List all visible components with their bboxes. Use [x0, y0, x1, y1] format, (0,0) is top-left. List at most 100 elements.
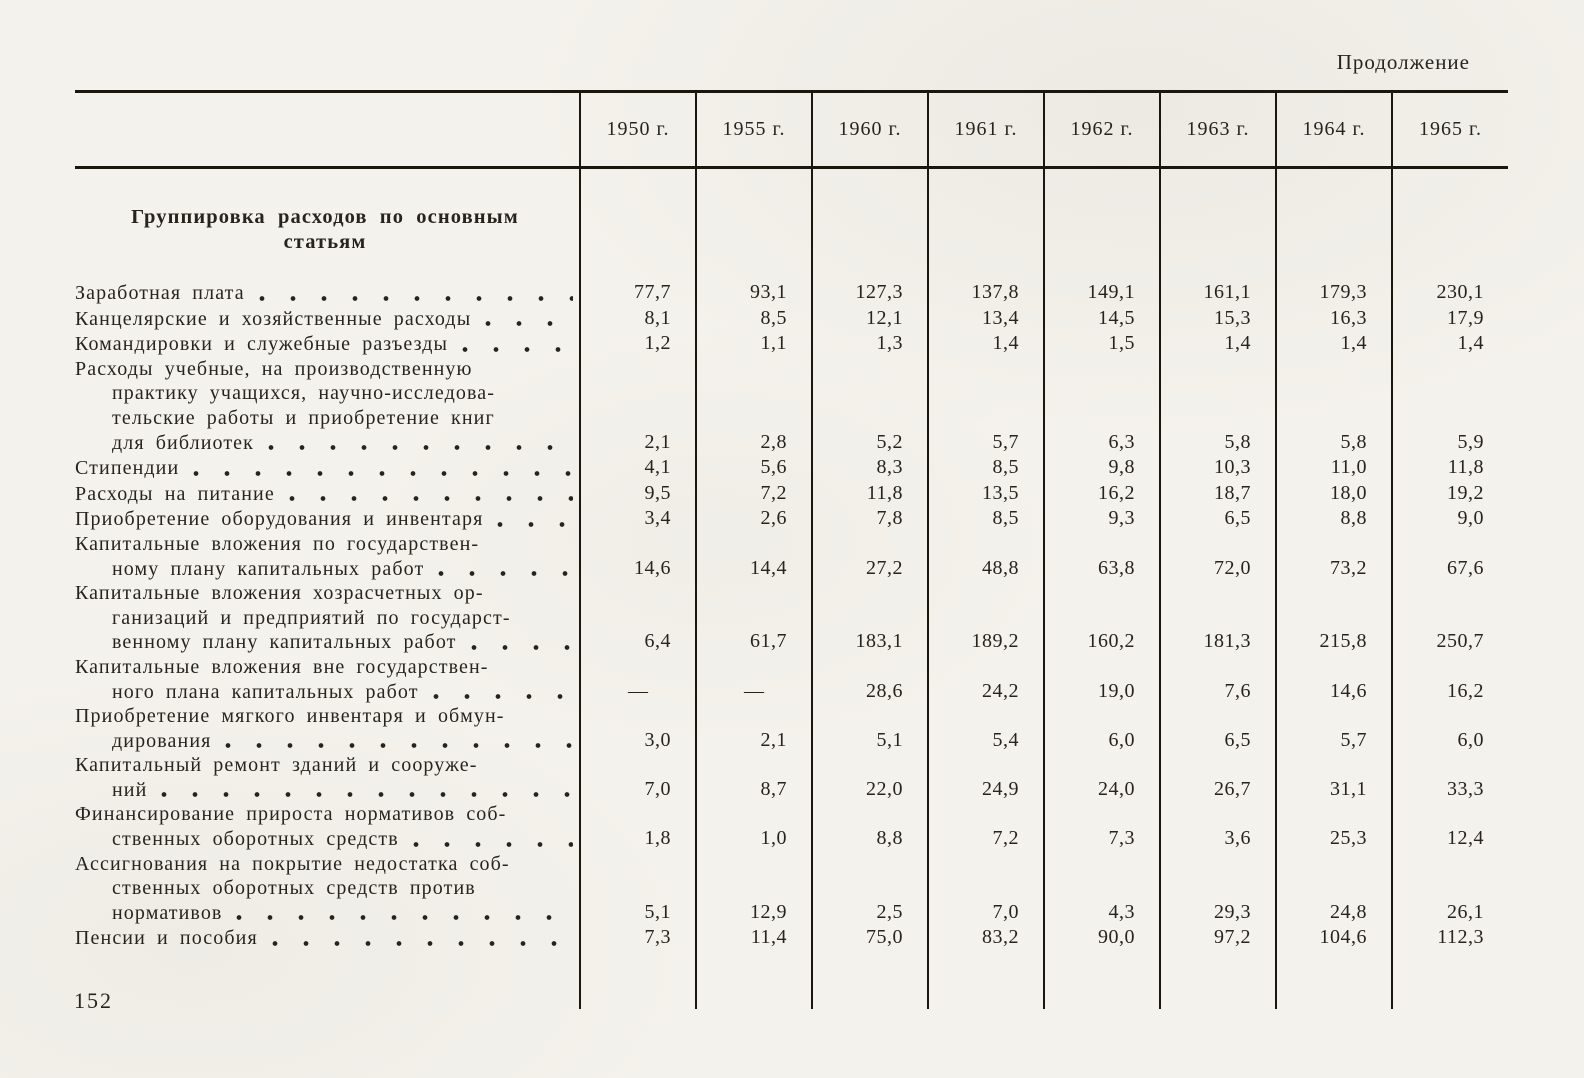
value-cell: 1,4 [1275, 331, 1392, 357]
value-cell: 9,5 [579, 480, 696, 507]
value-cell: 2,6 [695, 506, 812, 532]
empty-grid-cell [1043, 167, 1160, 280]
dot-leader [236, 913, 573, 923]
table-header-row: 1950 г. 1955 г. 1960 г. 1961 г. 1962 г. 1963 … [75, 91, 1508, 168]
table-body: Группировка расходов по основным статьям… [75, 167, 1508, 1010]
label-column-header [75, 92, 580, 168]
value-cell: 11,4 [695, 925, 812, 952]
empty-grid-cell [1391, 951, 1508, 1010]
value-cell: 8,7 [695, 753, 812, 803]
value-cell: 72,0 [1159, 531, 1276, 582]
value-cell: 16,2 [1391, 654, 1508, 705]
row-label-cell: Приобретение оборудования и инвентаря [75, 506, 580, 532]
row-label-cell: Приобретение мягкого инвентаря и обмун-д… [75, 704, 580, 753]
value-cell: 5,1 [579, 851, 696, 926]
row-label-line: Канцелярские и хозяйственные расходы [75, 307, 575, 332]
row-label-text: Стипендии [75, 457, 180, 480]
table-row: Командировки и служебные разъезды 1,2 1,1 1… [75, 331, 1508, 357]
value-cell: 1,8 [579, 802, 696, 852]
table-row: Капитальный ремонт зданий и сооруже-ний 7… [75, 753, 1508, 803]
row-label-line: Приобретение оборудования и инвентаря [75, 507, 575, 532]
year-column-header: 1962 г. [1043, 91, 1160, 168]
row-label-cell: Финансирование прироста нормативов соб-с… [75, 802, 580, 851]
year-column-header: 1964 г. [1275, 91, 1392, 168]
value-cell: 8,8 [811, 802, 928, 852]
row-label-cell: Капитальные вложения вне государствен-но… [75, 655, 580, 704]
section-heading: Группировка расходов по основным статьям [75, 169, 575, 280]
row-label-cell: Ассигнования на покрытие недостатка соб-… [75, 852, 580, 926]
value-cell: 5,2 [811, 356, 928, 456]
row-label-text: Командировки и служебные разъезды [75, 333, 449, 356]
value-cell: 18,0 [1275, 480, 1392, 507]
value-cell: 18,7 [1159, 480, 1276, 507]
row-label-text: Канцелярские и хозяйственные расходы [75, 307, 472, 330]
value-cell: 3,4 [579, 506, 696, 532]
row-label-line: ного плана капитальных работ [75, 680, 575, 705]
row-label-cell: Заработная плата [75, 280, 580, 306]
row-label-line: Капитальные вложения вне государствен- [75, 655, 489, 678]
dot-leader [485, 319, 573, 329]
value-cell: 160,2 [1043, 581, 1160, 655]
value-cell: 7,8 [811, 506, 928, 532]
row-label-line: ственных оборотных средств против [112, 877, 476, 900]
dot-leader [470, 642, 573, 652]
section-heading-cell: Группировка расходов по основным статьям [75, 168, 580, 281]
value-cell: 5,9 [1391, 356, 1508, 456]
value-cell: 215,8 [1275, 581, 1392, 655]
dot-leader [258, 293, 573, 303]
value-cell: 27,2 [811, 531, 928, 582]
row-label-line: Капитальные вложения по государствен- [75, 532, 480, 555]
row-label-cell: Капитальные вложения хозрасчетных ор-ган… [75, 581, 580, 655]
row-label-line: Расходы на питание [75, 482, 575, 507]
value-cell: 14,4 [695, 531, 812, 582]
value-cell: 104,6 [1275, 925, 1392, 952]
empty-grid-cell [811, 951, 928, 1010]
value-cell: 10,3 [1159, 455, 1276, 481]
value-cell: 161,1 [1159, 280, 1276, 306]
table-row: Пенсии и пособия 7,3 11,4 75,0 83,2 90,0 97,2 1… [75, 925, 1508, 952]
value-cell: 189,2 [927, 581, 1044, 655]
value-cell: 5,8 [1159, 356, 1276, 456]
value-cell: 67,6 [1391, 531, 1508, 582]
value-cell: 12,4 [1391, 802, 1508, 852]
value-cell: 9,3 [1043, 506, 1160, 532]
table-row: Капитальные вложения по государствен-ном… [75, 531, 1508, 582]
table-row: Финансирование прироста нормативов соб-с… [75, 802, 1508, 852]
row-label-line: Ассигнования на покрытие недостатка соб- [75, 852, 510, 875]
value-cell: 24,0 [1043, 753, 1160, 803]
value-cell: 26,7 [1159, 753, 1276, 803]
value-cell: 9,0 [1391, 506, 1508, 532]
row-label-line: для библиотек [75, 431, 575, 456]
row-label-text: дирования [112, 729, 212, 752]
year-column-header: 1965 г. [1391, 91, 1508, 168]
value-cell: 14,6 [579, 531, 696, 582]
value-cell: 183,1 [811, 581, 928, 655]
value-cell: 1,5 [1043, 331, 1160, 357]
value-cell: 14,5 [1043, 305, 1160, 332]
value-cell: 6,3 [1043, 356, 1160, 456]
value-cell: 2,8 [695, 356, 812, 456]
empty-grid-cell [1391, 167, 1508, 280]
value-cell: 5,7 [1275, 704, 1392, 754]
value-cell: 2,5 [811, 851, 928, 926]
value-cell: 5,1 [811, 704, 928, 754]
value-cell: 13,4 [927, 305, 1044, 332]
value-cell: 6,5 [1159, 704, 1276, 754]
row-label-line: Капитальный ремонт зданий и сооруже- [75, 754, 478, 777]
value-cell: 4,3 [1043, 851, 1160, 926]
dot-leader [432, 692, 573, 702]
row-label-cell: Расходы на питание [75, 481, 580, 507]
empty-grid-cell [579, 951, 696, 1010]
value-cell: 7,3 [579, 925, 696, 952]
value-cell: 137,8 [927, 280, 1044, 306]
value-cell: 127,3 [811, 280, 928, 306]
empty-grid-cell [1159, 167, 1276, 280]
section-heading-line: Группировка расходов по основным [131, 206, 519, 228]
value-cell: 24,8 [1275, 851, 1392, 926]
empty-grid-cell [695, 951, 812, 1010]
row-label-text: ний [112, 778, 148, 801]
row-label-line: Расходы учебные, на производственную [75, 357, 473, 380]
value-cell: 7,6 [1159, 654, 1276, 705]
row-label-line: практику учащихся, научно-исследова- [112, 382, 495, 405]
